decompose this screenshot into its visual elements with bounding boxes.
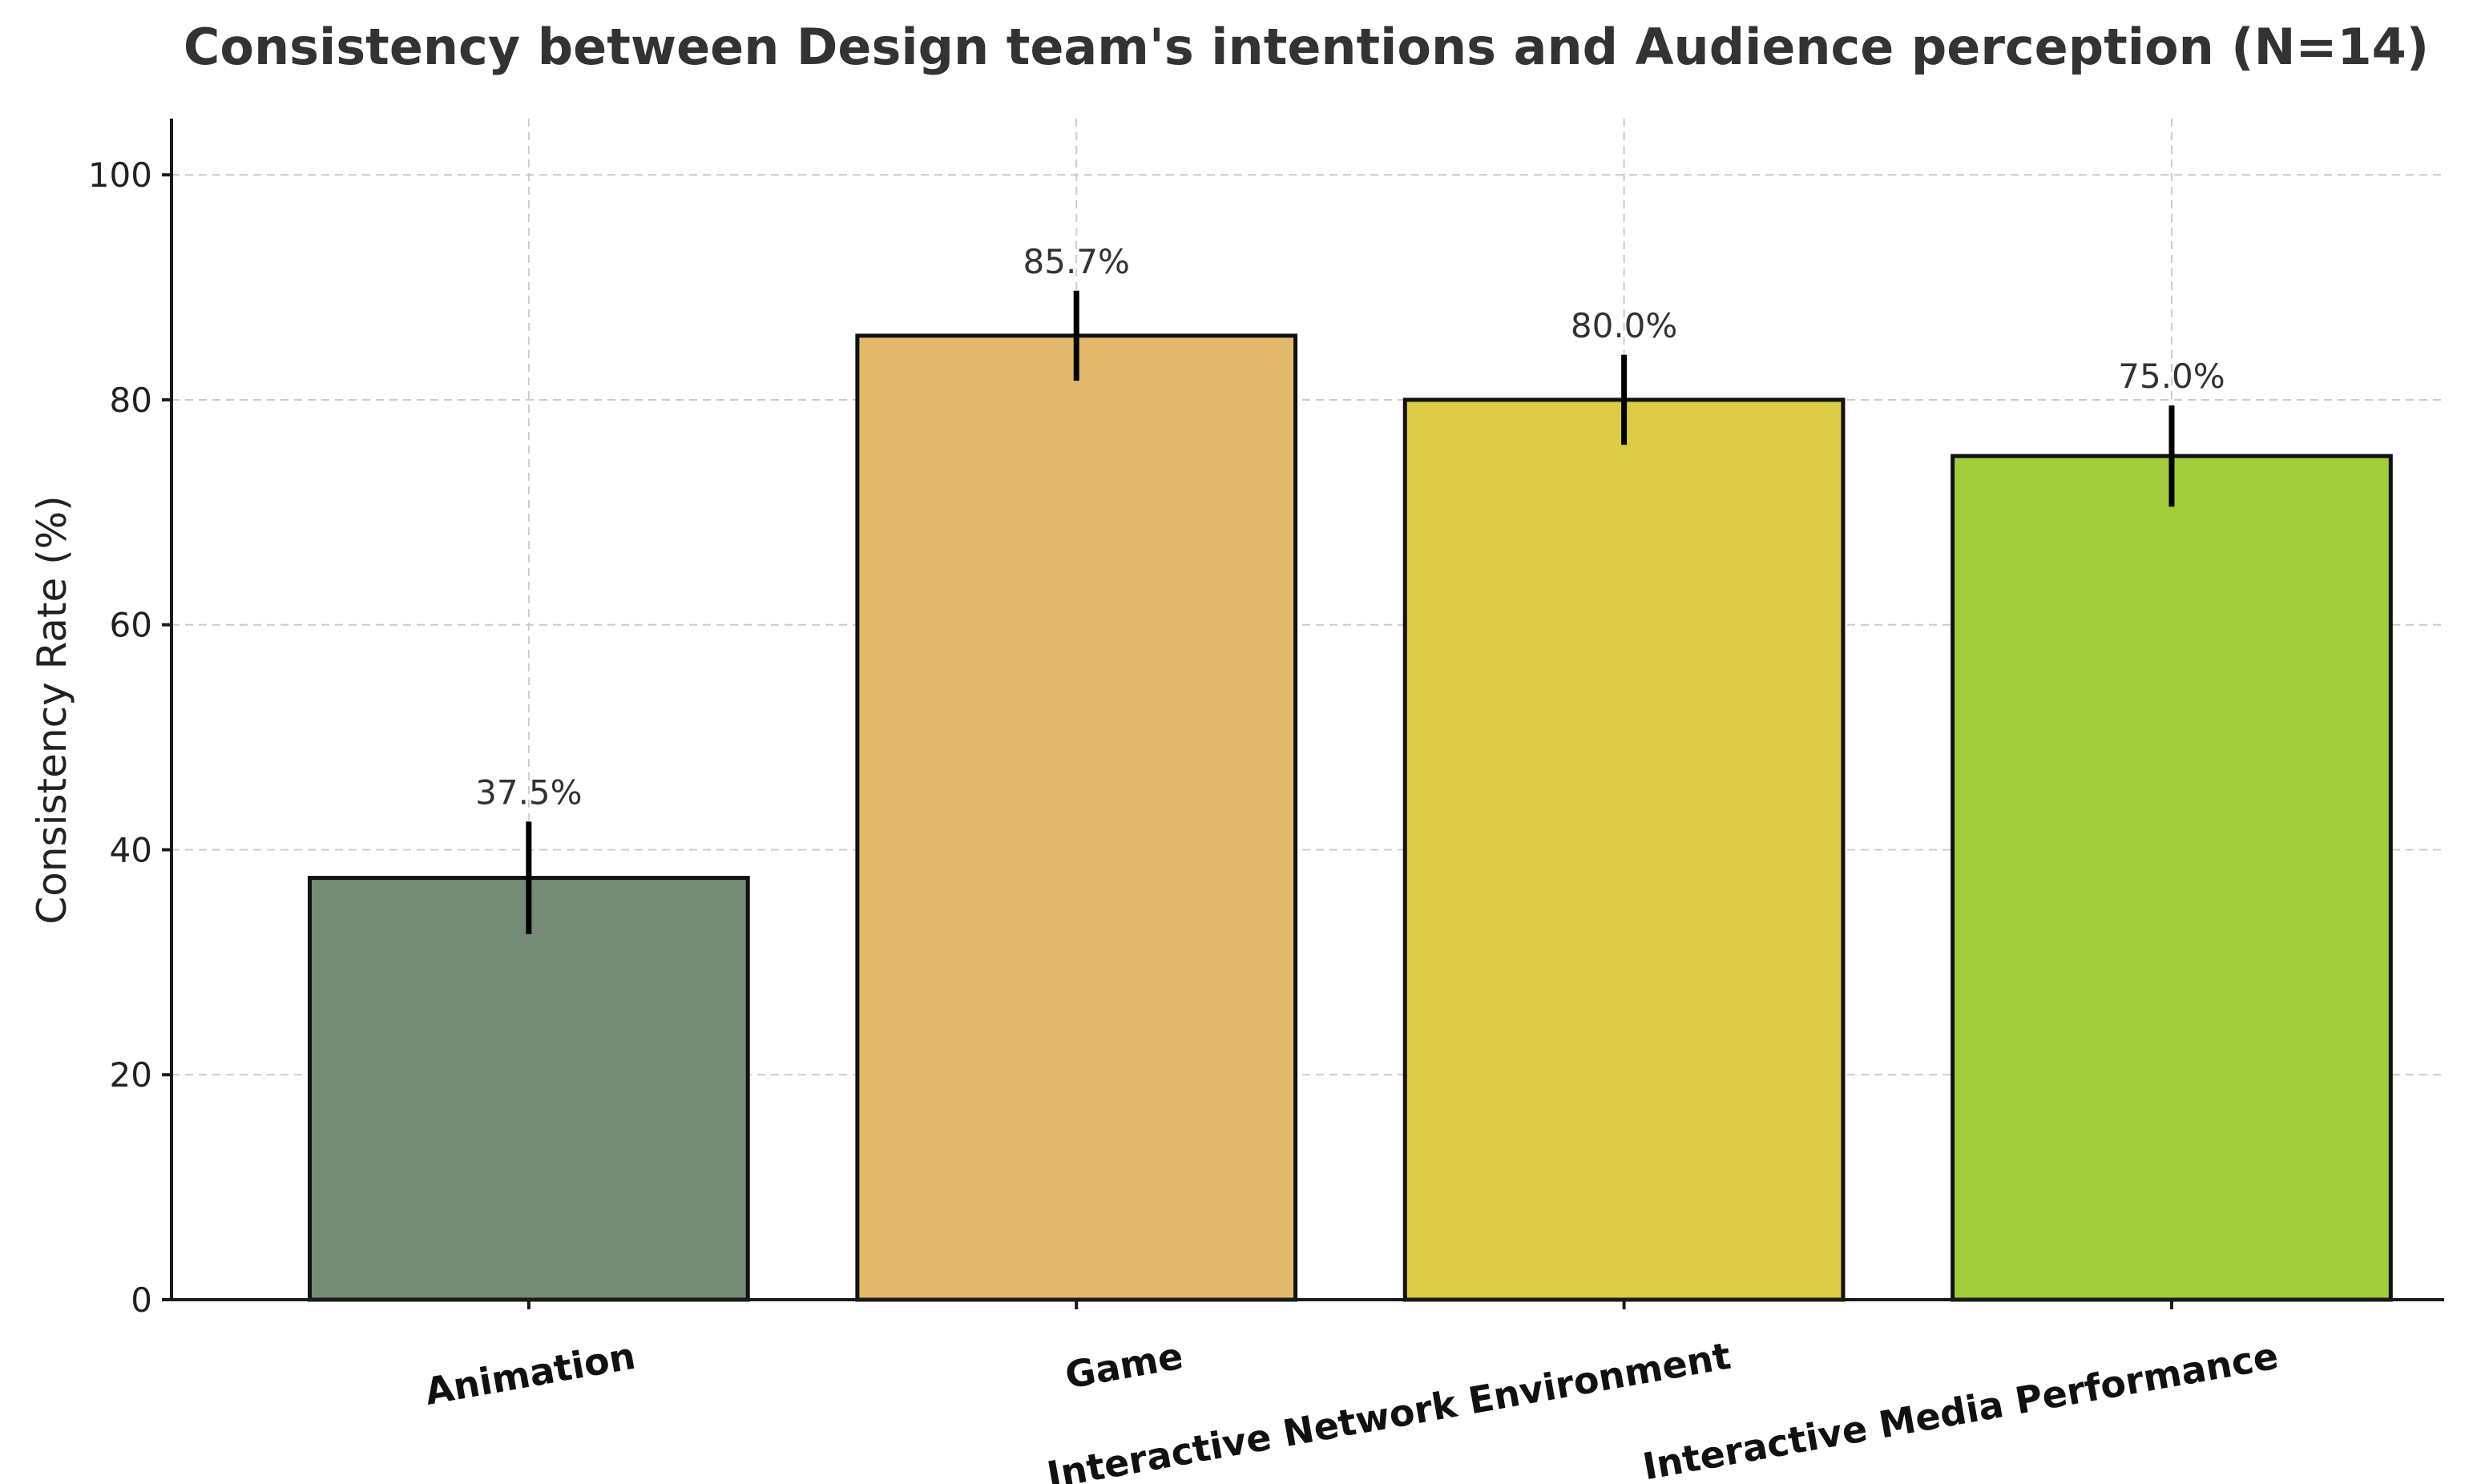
bar-layer: 37.5% 85.7% 80.0% 75.0%: [308, 242, 2393, 1302]
bar-value-label: 80.0%: [1571, 306, 1677, 345]
y-tick-label: 40: [110, 830, 152, 869]
bar-animation: [308, 876, 750, 1302]
y-tick-label: 80: [110, 381, 152, 420]
bar-interactive-network-environment: [1402, 397, 1846, 1302]
bar-value-label: 37.5%: [475, 772, 582, 812]
bar-value-label: 85.7%: [1023, 242, 1130, 281]
y-axis-label: Consistency Rate (%): [29, 495, 75, 924]
bar-interactive-media-performance: [1951, 454, 2393, 1302]
x-tick-label: Interactive Media Performance: [1640, 1334, 2281, 1484]
y-tick-label: 0: [131, 1280, 152, 1320]
y-tick-label: 20: [110, 1055, 152, 1095]
chart-title: Consistency between Design team's intent…: [184, 18, 2429, 76]
y-tick-label: 60: [110, 606, 152, 645]
x-tick-label: Animation: [422, 1334, 639, 1413]
y-tick-label: 100: [88, 155, 152, 195]
bar-value-label: 75.0%: [2118, 357, 2225, 396]
bar-game: [855, 333, 1298, 1302]
axis-layer: [170, 119, 2444, 1301]
x-tick-label: Game: [1062, 1334, 1186, 1397]
